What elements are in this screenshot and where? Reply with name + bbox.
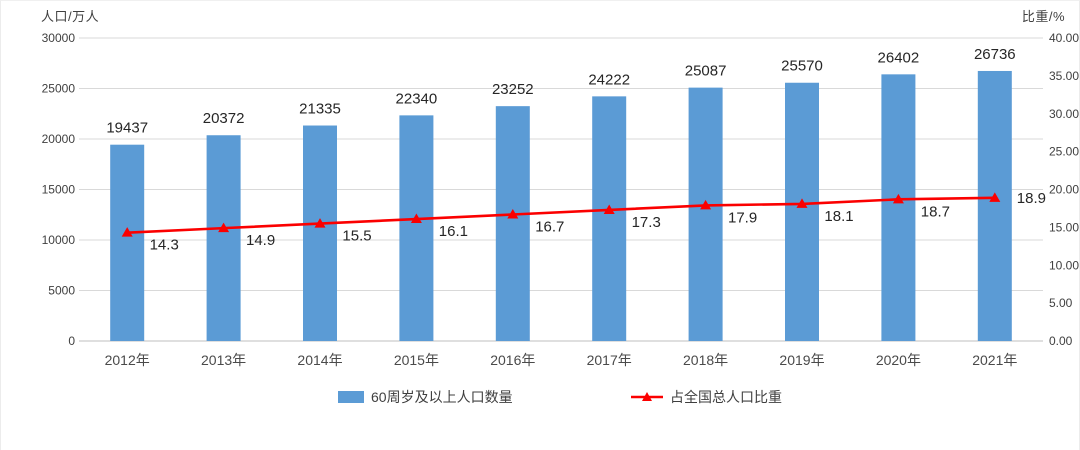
line-value-label: 17.3 [632,214,661,231]
left-axis-tick: 15000 [42,183,76,197]
line-value-label: 14.9 [246,232,275,249]
line-value-label: 18.7 [921,203,950,220]
left-axis-tick: 5000 [48,284,75,298]
line-marker-triangle [989,192,1001,202]
x-axis-category-label: 2016年 [490,352,535,368]
line-value-label: 17.9 [728,209,757,226]
x-axis-category-label: 2020年 [876,352,921,368]
bar-2015年 [399,115,434,341]
right-axis-tick: 15.00 [1049,220,1079,234]
bar-2020年 [881,74,916,342]
line-value-label: 14.3 [150,237,179,254]
right-axis-tick: 10.00 [1049,258,1079,272]
right-axis-tick: 25.00 [1049,145,1079,159]
line-marker-triangle [796,198,808,208]
bar-2013年 [206,135,241,341]
left-axis-tick: 10000 [42,233,76,247]
left-axis-tick: 30000 [42,31,76,45]
right-axis-tick: 5.00 [1049,296,1073,310]
left-axis-tick: 25000 [42,82,76,96]
bar-value-label: 26402 [878,49,920,66]
bar-2016年 [495,106,530,341]
line-series-swatch-icon [631,391,663,403]
x-axis-category-label: 2017年 [587,352,632,368]
line-marker-triangle [700,199,712,210]
x-axis-category-label: 2012年 [105,352,150,368]
x-axis-category-label: 2019年 [779,352,824,368]
bar-value-label: 26736 [974,46,1016,63]
right-axis-tick: 30.00 [1049,107,1079,121]
line-marker-triangle [410,213,422,224]
right-axis-tick: 35.00 [1049,69,1079,83]
x-axis-category-label: 2014年 [297,352,342,368]
bar-2017年 [592,96,627,341]
left-axis-tick: 20000 [42,132,76,146]
bar-value-label: 25570 [781,58,823,75]
bar-value-label: 21335 [299,101,341,118]
bar-value-label: 23252 [492,81,534,98]
plot-area: 30000 25000 20000 15000 10000 5000 0 40.00 35.00… [42,31,1079,368]
line-value-label: 15.5 [342,228,371,245]
right-axis-tick: 40.00 [1049,31,1079,45]
x-axis-category-label: 2018年 [683,352,728,368]
line-marker-triangle [892,193,904,204]
x-axis-category-label: 2015年 [394,352,439,368]
legend-label-bar-series: 60周岁及以上人口数量 [371,389,513,405]
line-value-label: 16.1 [439,223,468,240]
bar-value-label: 24222 [588,71,630,88]
line-marker-triangle [507,208,519,219]
legend-item-line-series: 占全国总人口比重 [631,387,782,407]
bar-series-swatch-icon [338,391,364,403]
line-marker-triangle [314,218,326,228]
bar-2019年 [785,82,819,342]
legend: 60周岁及以上人口数量 占全国总人口比重 [1,387,1079,409]
bar-value-label: 22340 [396,90,438,107]
bar-value-label: 19437 [106,120,148,137]
line-marker-triangle [603,204,615,214]
legend-label-line-series: 占全国总人口比重 [670,389,782,405]
left-axis-title: 人口/万人 [41,9,100,24]
line-value-label: 16.7 [535,218,564,235]
bar-value-label: 25087 [685,63,727,80]
line-value-label: 18.1 [824,208,853,225]
line-series-path [127,196,995,234]
bar-2014年 [303,125,337,341]
bar-2018年 [688,87,723,341]
left-axis-tick: 0 [68,334,75,348]
x-axis-category-label: 2021年 [972,352,1017,368]
right-axis-tick: 0.00 [1049,334,1073,348]
bar-2012年 [110,144,145,341]
right-axis-title: 比重/% [1021,9,1065,24]
legend-item-bar-series: 60周岁及以上人口数量 [338,387,513,407]
right-axis-tick: 20.00 [1049,183,1079,197]
bar-2021年 [977,70,1012,341]
bar-value-label: 20372 [203,110,245,127]
x-axis-category-label: 2013年 [201,352,246,368]
line-marker-triangle [121,227,133,237]
line-value-label: 18.9 [1017,190,1046,207]
line-marker-triangle [218,222,230,233]
